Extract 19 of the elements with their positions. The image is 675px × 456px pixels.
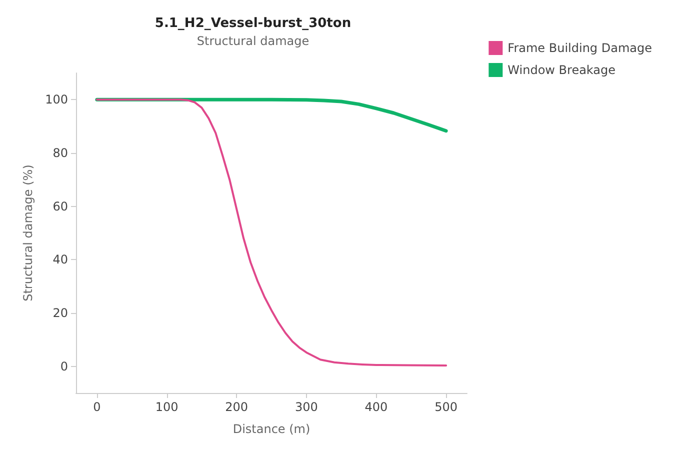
x-tick-label: 200 bbox=[225, 400, 248, 414]
x-tick-label: 400 bbox=[364, 400, 388, 414]
y-tick-label: 80 bbox=[52, 146, 68, 160]
y-tick-label: 60 bbox=[52, 199, 68, 214]
x-tick-label: 0 bbox=[93, 400, 101, 414]
y-tick-label: 0 bbox=[60, 359, 68, 374]
chart-subtitle: Structural damage bbox=[196, 34, 310, 48]
x-axis-title: Distance (m) bbox=[232, 422, 310, 436]
y-axis-title: Structural damage (%) bbox=[21, 164, 36, 302]
chart-title: 5.1_H2_Vessel-burst_30ton bbox=[154, 16, 352, 31]
y-tick-label: 20 bbox=[52, 306, 68, 320]
legend-label: Window Breakage bbox=[508, 63, 616, 77]
x-tick-label: 500 bbox=[434, 400, 458, 414]
legend-label: Frame Building Damage bbox=[508, 41, 652, 55]
x-tick-label: 300 bbox=[294, 400, 318, 414]
line-series bbox=[96, 98, 448, 367]
y-tick-label: 40 bbox=[52, 252, 68, 267]
x-tick-label: 100 bbox=[155, 400, 178, 414]
y-tick-label: 100 bbox=[45, 92, 68, 107]
